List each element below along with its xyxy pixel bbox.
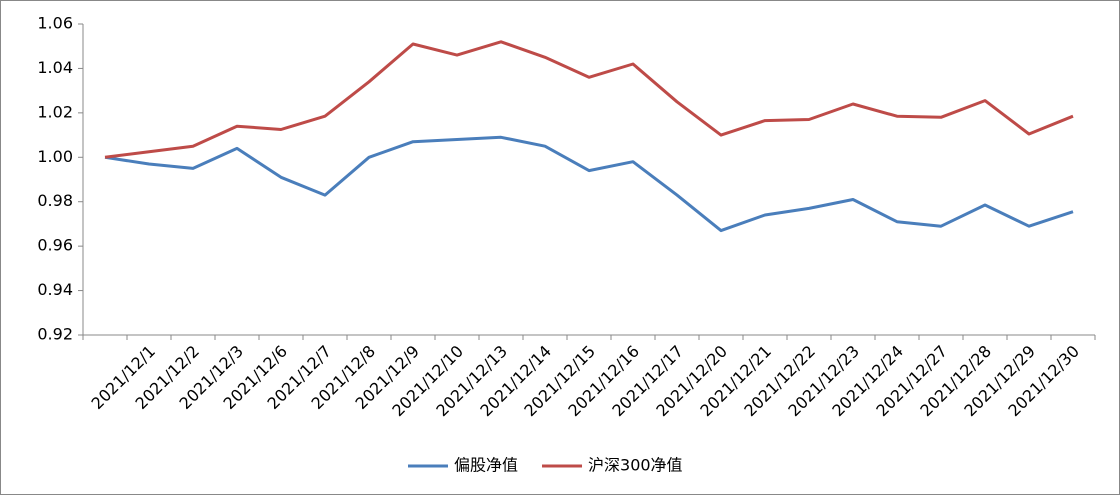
- y-tick-label: 1.00: [37, 147, 73, 166]
- y-tick-label: 0.94: [37, 280, 73, 299]
- y-tick-label: 0.98: [37, 191, 73, 210]
- y-tick-label: 1.04: [37, 58, 73, 77]
- series-line: [104, 40, 1074, 159]
- y-tick-label: 0.92: [37, 325, 73, 344]
- legend-label: 偏股净值: [454, 456, 518, 475]
- legend-label: 沪深300净值: [588, 456, 683, 475]
- y-tick-label: 0.96: [37, 236, 73, 255]
- y-tick-label: 1.02: [37, 102, 73, 121]
- series-line: [104, 135, 1074, 233]
- y-tick-label: 1.06: [37, 14, 73, 33]
